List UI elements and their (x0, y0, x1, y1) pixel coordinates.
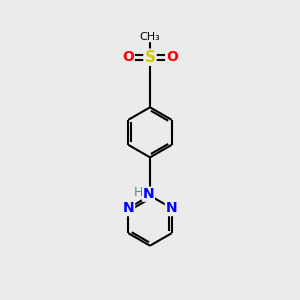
Text: S: S (145, 50, 155, 65)
Text: N: N (166, 201, 178, 215)
Text: CH₃: CH₃ (140, 32, 160, 42)
Text: N: N (143, 187, 154, 201)
Text: O: O (166, 50, 178, 64)
Text: H: H (134, 186, 143, 199)
Text: O: O (122, 50, 134, 64)
Text: N: N (122, 201, 134, 215)
